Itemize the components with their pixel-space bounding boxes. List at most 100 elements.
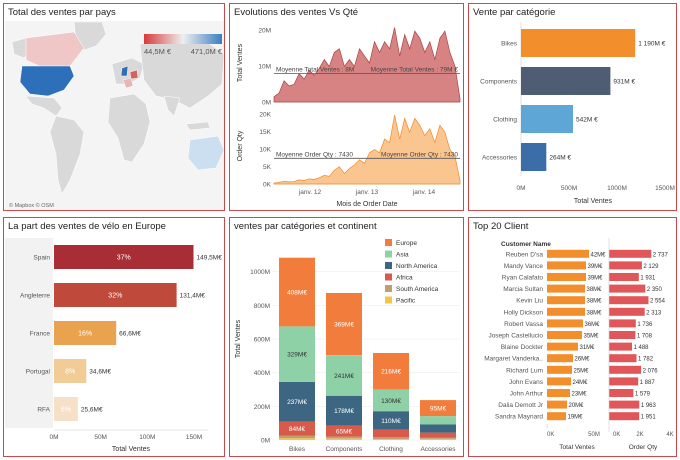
evo-ytick: 10M <box>258 64 271 71</box>
eu-xtick: 0M <box>49 434 58 441</box>
stack-segment <box>373 439 409 440</box>
client-sales-label: 25M€ <box>574 368 590 374</box>
india-shape <box>163 95 181 117</box>
world-map[interactable]: 44,5M € 471,0M € © Mapbox © OSM <box>4 4 225 211</box>
client-name: John Arthur <box>510 391 544 398</box>
stack-segment <box>279 421 315 436</box>
stack-segment <box>420 439 456 440</box>
client-sales-label: 38M€ <box>587 299 603 305</box>
client-qty-bar <box>609 284 646 293</box>
client-sales-label: 31M€ <box>580 345 596 351</box>
stack-segment <box>326 436 362 439</box>
client-qty-bar <box>609 273 639 281</box>
client-sales-label: 42M€ <box>591 252 607 258</box>
clients-chart[interactable]: Customer Name Reuben D'sa 42M€ 2 737 Mandy V… <box>469 218 677 457</box>
clients-xtick-sales: 50M <box>588 432 600 438</box>
cat-value-label: 1 190M € <box>638 41 665 48</box>
client-sales-label: 38M€ <box>587 287 603 293</box>
client-sales-label: 38M€ <box>587 310 603 316</box>
client-qty-bar <box>609 331 636 339</box>
cat-value-label: 264M € <box>549 155 571 162</box>
country-usa[interactable] <box>19 65 75 97</box>
stack-legend-swatch <box>385 239 392 246</box>
stack-ytick: 800M <box>254 303 270 310</box>
client-sales-label: 19M€ <box>568 415 584 421</box>
cat-value-label: 542M € <box>576 117 598 124</box>
client-sales-bar <box>547 273 586 281</box>
evo-xtick: janv. 12 <box>298 189 322 196</box>
country-australia[interactable] <box>187 135 224 171</box>
client-sales-label: 24M€ <box>573 380 589 386</box>
stack-segment-label: 241M€ <box>334 373 354 380</box>
stack-segment-label: 84M€ <box>289 426 306 433</box>
europe-chart[interactable]: Spain 37% 149,5M€ Angleterre 32% 131,4M€ Franc… <box>4 218 225 457</box>
stack-segment <box>373 389 409 412</box>
stack-legend-swatch <box>385 273 392 281</box>
client-qty-bar <box>609 377 639 386</box>
stack-xtick: Clothing <box>379 446 403 453</box>
cat-bar <box>521 67 611 95</box>
eu-bar <box>54 321 117 345</box>
client-sales-label: 35M€ <box>584 334 600 340</box>
client-sales-bar <box>547 331 582 339</box>
eu-label: Angleterre <box>20 293 50 300</box>
stack-segment-label: 408M€ <box>287 290 307 297</box>
stack-legend-label: Europe <box>396 240 417 247</box>
stack-segment <box>420 437 456 439</box>
map-title: Total des ventes par pays <box>8 7 116 18</box>
stack-segment <box>373 437 409 439</box>
country-germany[interactable] <box>129 69 139 80</box>
eu-percent-label: 16% <box>78 331 92 338</box>
evo-ytick: 0K <box>263 182 272 189</box>
eu-label: RFA <box>37 407 50 414</box>
eu-xtick: 50M <box>94 434 107 441</box>
stack-segment-label: 329M€ <box>287 352 307 359</box>
cat-xtick: 500M <box>561 185 577 192</box>
client-name: Margaret Vanderka.. <box>484 356 543 363</box>
stack-segment <box>326 395 362 426</box>
client-qty-bar <box>609 249 652 258</box>
cat-value-label: 931M € <box>613 79 635 86</box>
cat-bar <box>521 29 636 57</box>
client-qty-bar <box>609 365 642 374</box>
stack-segment <box>420 416 456 425</box>
eu-value-label: 66,6M€ <box>119 331 141 338</box>
client-name: Dalia Demott Jr <box>498 402 544 409</box>
europe-panel: La part des ventes de vélo en Europe Spa… <box>3 217 225 457</box>
country-uk[interactable] <box>120 65 129 77</box>
stack-segment-label: 216M€ <box>381 369 401 376</box>
client-qty-bar <box>609 412 640 421</box>
evolution-chart[interactable]: Moyenne Total Ventes : 8M Moyenne Total V… <box>230 4 464 211</box>
evo-area-0 <box>273 27 461 103</box>
category-chart[interactable]: Bikes 1 190M € Components 931M € Clothing 542… <box>469 4 677 211</box>
client-qty-bar <box>609 296 649 305</box>
stack-xtick: Bikes <box>289 446 306 453</box>
clients-xtick-qty: 0K <box>613 432 620 438</box>
clients-xtick-qty: 4K <box>666 432 673 438</box>
stack-segment-label: 130M€ <box>381 398 401 405</box>
client-qty-label: 1 579 <box>635 392 651 398</box>
evo-ytick: 0M <box>262 100 271 107</box>
client-name: Kevin Liu <box>516 298 543 305</box>
client-sales-label: 23M€ <box>572 392 588 398</box>
client-sales-bar <box>547 319 583 328</box>
evo-xlabel: Mois de Order Date <box>336 201 397 208</box>
stack-segment-label: 237M€ <box>287 399 307 406</box>
client-name: Holly Dickson <box>504 309 544 316</box>
cat-label: Clothing <box>493 117 517 124</box>
evolution-panel: Evolutions des ventes Vs Qté Moyenne Tot… <box>229 3 464 211</box>
stack-segment-label: 65M€ <box>336 429 353 436</box>
stack-xtick: Components <box>326 446 364 453</box>
continent-title: ventes par catégories et continent <box>234 221 377 232</box>
evo-area-1 <box>273 114 461 185</box>
country-france[interactable] <box>122 77 134 89</box>
eu-value-label: 149,5M€ <box>197 255 223 262</box>
client-sales-label: 39M€ <box>588 264 604 270</box>
map-color-legend <box>144 34 222 44</box>
client-qty-bar <box>609 342 632 351</box>
stack-ytick: 200M <box>254 404 270 411</box>
eu-bar <box>54 283 177 307</box>
clients-row-header: Customer Name <box>501 241 551 248</box>
continent-chart[interactable]: 0M 200M 400M 600M 800M 1000M Total Ventes 84M€ 2… <box>230 218 464 457</box>
evo-ytick: 20M <box>258 28 271 35</box>
